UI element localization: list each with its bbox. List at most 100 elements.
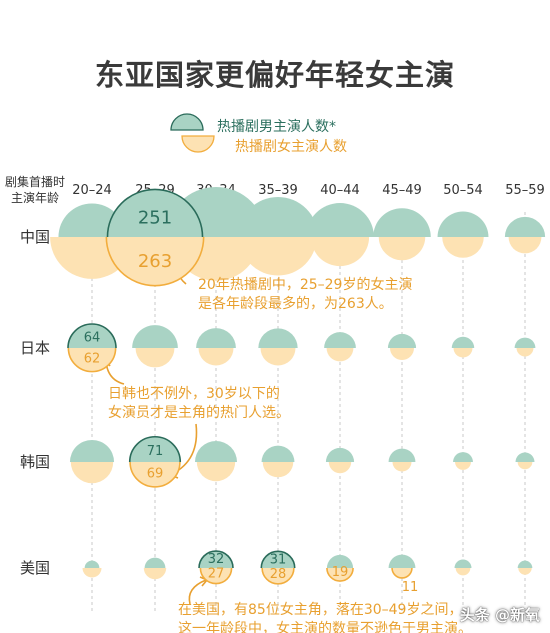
male-half-2-5: [388, 448, 416, 462]
bubble-1-2: [196, 328, 236, 366]
female-outline-1: [67, 347, 117, 373]
female-value-4: 28: [270, 567, 287, 582]
female-value-1: 62: [84, 352, 101, 367]
bubble-3-6: [454, 559, 472, 576]
female-half-0-5: [378, 237, 426, 261]
female-half-2-6: [455, 462, 471, 470]
male-half-3-6: [454, 559, 472, 568]
female-value-5: 19: [332, 565, 349, 580]
age-header-6: 50–54: [443, 183, 483, 198]
female-half-2-7: [517, 462, 533, 470]
bubble-1-7: [514, 337, 536, 357]
male-half-2-4: [325, 447, 355, 462]
female-half-1-6: [453, 348, 473, 358]
female-half-0-3: [239, 237, 317, 276]
legend-female-swatch: [181, 135, 215, 153]
bubble-1-6: [451, 336, 475, 358]
age-header-3: 35–39: [258, 183, 298, 198]
male-half-1-5: [387, 333, 417, 348]
bubble-2-0: [69, 439, 115, 484]
male-outline-0: [106, 188, 204, 238]
female-half-3-6: [455, 568, 471, 576]
bubble-2-4: [325, 447, 355, 474]
female-half-2-3: [262, 462, 294, 478]
male-half-1-2: [196, 328, 236, 348]
female-outline-4: [261, 567, 295, 585]
value-label-6: 11: [391, 567, 418, 595]
male-half-3-5: [388, 554, 416, 568]
bubble-2-2: [195, 441, 237, 482]
male-outline-2: [128, 436, 182, 463]
age-header-5: 45–49: [382, 183, 422, 198]
male-half-3-0: [84, 560, 100, 568]
bubble-0-3: [237, 196, 319, 276]
male-value-3: 32: [208, 552, 225, 567]
male-value-1: 64: [84, 330, 101, 345]
male-half-0-6: [437, 211, 489, 237]
female-half-3-0: [82, 568, 102, 578]
female-half-0-2: [172, 237, 260, 281]
male-half-2-7: [515, 452, 535, 462]
annotation-2-line-0: 在美国，有85位女主角，落在30–49岁之间，: [178, 601, 462, 618]
female-half-1-1: [135, 348, 175, 368]
bubble-1-4: [324, 332, 356, 362]
female-outline-6: [391, 567, 413, 579]
female-half-2-2: [196, 462, 236, 482]
country-label-2: 韩国: [20, 453, 50, 471]
annotation-2: 在美国，有85位女主角，落在30–49岁之间， 这一年龄段中，女主演的数量不逊色于…: [178, 601, 472, 633]
male-outline-1: [67, 323, 117, 349]
male-half-0-3: [237, 196, 319, 237]
age-header-4: 40–44: [320, 183, 360, 198]
male-half-3-4: [326, 554, 354, 568]
female-half-1-5: [390, 348, 414, 360]
chart-title: 东亚国家更偏好年轻女主演: [94, 58, 455, 92]
age-header-7: 55–59: [505, 183, 545, 198]
value-label-0: 251 263: [105, 188, 205, 287]
female-half-2-1: [130, 462, 180, 487]
male-half-1-6: [451, 336, 475, 348]
bubble-1-3: [258, 328, 298, 366]
female-half-1-3: [260, 348, 296, 366]
bubble-3-3: [261, 551, 295, 584]
watermark: 头条 @新氧: [459, 606, 540, 624]
female-value-0: 263: [138, 251, 172, 272]
male-half-3-1: [144, 557, 166, 568]
male-half-3-2: [199, 551, 233, 568]
bubble-2-7: [515, 452, 535, 470]
male-outline-4: [260, 550, 296, 569]
female-half-1-4: [326, 348, 354, 362]
annotation-0-line-0: 20年热播剧中，25–29岁的女主演: [198, 276, 412, 293]
male-half-2-0: [69, 439, 115, 462]
female-outline-0: [105, 236, 205, 287]
female-half-0-7: [508, 237, 542, 254]
male-half-1-1: [132, 325, 178, 348]
bubble-3-0: [82, 560, 102, 578]
female-half-3-4: [326, 568, 354, 582]
female-half-3-3: [262, 568, 294, 584]
legend: 热播剧男主演人数* 热播剧女主演人数: [170, 113, 347, 155]
axis-title-line2: 主演年龄: [11, 190, 59, 205]
male-outline-3: [198, 550, 234, 569]
male-half-2-3: [261, 445, 295, 462]
male-half-3-7: [517, 560, 533, 568]
annotation-1-line-1: 女演员才是主角的热门人选。: [108, 404, 290, 421]
country-label-0: 中国: [20, 228, 50, 246]
female-half-1-2: [198, 348, 234, 366]
bubble-1-0: [68, 324, 116, 372]
male-half-1-4: [324, 332, 356, 348]
annotation-2-line-1: 这一年龄段中，女主演的数量不逊色于男主演。: [178, 620, 472, 633]
legend-female-label: 热播剧女主演人数: [235, 138, 347, 155]
arrow-usa: [188, 579, 207, 605]
male-half-3-3: [261, 551, 295, 568]
female-half-3-7: [518, 568, 532, 575]
female-half-0-4: [310, 237, 370, 267]
male-value-0: 251: [138, 208, 172, 229]
female-half-0-6: [442, 237, 484, 258]
male-half-1-0: [68, 324, 116, 348]
bubble-3-7: [517, 560, 533, 575]
